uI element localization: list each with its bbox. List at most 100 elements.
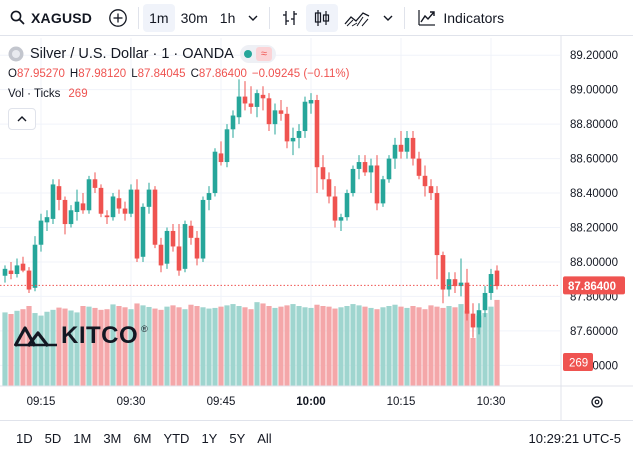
candle-body	[176, 246, 182, 271]
candle-body	[164, 230, 170, 264]
price-chart[interactable]: 89.20000 89.00000 88.80000 88.60000 88.40000…	[0, 36, 633, 420]
axis-settings-icon[interactable]	[591, 396, 603, 408]
volume-bar	[338, 307, 344, 386]
volume-bar	[92, 307, 98, 386]
chevron-down-icon	[248, 15, 258, 21]
chart-area[interactable]: 89.20000 89.00000 88.80000 88.60000 88.40000…	[0, 36, 633, 420]
range-1y-button[interactable]: 1Y	[201, 430, 218, 446]
chevron-up-icon	[17, 116, 27, 122]
compare-symbol-button[interactable]	[102, 4, 134, 32]
symbol-name: XAGUSD	[31, 9, 93, 26]
range-5d-button[interactable]: 5D	[44, 430, 62, 446]
candle-body	[398, 144, 404, 152]
volume-bar	[224, 305, 230, 386]
candle-body	[422, 175, 428, 187]
toolbar-divider	[269, 6, 271, 29]
current-volume-label: 269	[569, 358, 588, 370]
volume-bar	[230, 304, 236, 386]
candle-body	[386, 158, 392, 180]
candle-body	[404, 137, 410, 152]
area-style-button[interactable]	[338, 4, 376, 32]
volume-bar	[266, 306, 272, 386]
volume-bar	[470, 338, 476, 386]
volume-bar	[68, 310, 74, 386]
candles-style-button[interactable]	[306, 3, 339, 32]
candle-body	[218, 153, 224, 163]
range-1d-button[interactable]: 1D	[16, 430, 33, 446]
market-status-pill[interactable]: ≈	[239, 45, 276, 63]
volume-bar	[464, 310, 470, 386]
candle-body	[104, 215, 110, 218]
candle-body	[410, 137, 416, 159]
current-volume-badge	[563, 353, 593, 371]
volume-bar	[326, 306, 332, 386]
candle-body	[494, 270, 500, 287]
time-tick-label: 09:15	[27, 396, 56, 408]
candle-body	[338, 217, 344, 221]
kitco-logo-icon	[14, 326, 57, 347]
volume-bar	[134, 303, 140, 386]
volume-bar	[332, 308, 338, 386]
candle-body	[134, 189, 140, 259]
data-wave-icon: ≈	[255, 47, 272, 61]
candle-body	[464, 282, 470, 314]
change-value: −0.09245 (−0.11%)	[251, 68, 350, 80]
range-5y-button[interactable]: 5Y	[229, 430, 246, 446]
candle-body	[332, 196, 338, 221]
timeframe-1m-button[interactable]: 1m	[143, 3, 175, 32]
symbol-search[interactable]: XAGUSD	[0, 0, 102, 36]
candle-body	[212, 151, 218, 194]
volume-bar	[272, 307, 278, 386]
candle-body	[362, 162, 368, 173]
volume-bar	[14, 310, 20, 386]
volume-bar	[428, 305, 434, 386]
range-ytd-button[interactable]: YTD	[163, 430, 190, 446]
candle-body	[122, 208, 128, 214]
volume-bar	[368, 307, 374, 386]
candle-body	[38, 220, 44, 245]
candle-body	[20, 263, 26, 271]
volume-bar	[206, 308, 212, 386]
volume-bar	[248, 309, 254, 386]
bars-icon	[283, 10, 298, 25]
candle-body	[98, 187, 104, 214]
collapse-legend-button[interactable]	[8, 108, 36, 130]
kitco-watermark: KITCO ®	[14, 322, 148, 350]
chart-style-dropdown[interactable]	[376, 4, 400, 32]
price-tick-label: 88.00000	[570, 257, 618, 269]
timezone-clock[interactable]: 10:29:21 UTC-5	[528, 431, 622, 446]
candle-body	[2, 268, 8, 276]
current-price-badge	[563, 276, 625, 295]
volume-bar	[320, 306, 326, 386]
timeframe-30m-button[interactable]: 30m	[180, 9, 208, 26]
chart-legend: Silver / U.S. Dollar · 1 · OANDA ≈ O87.9…	[8, 44, 349, 102]
price-tick-label: 88.40000	[570, 188, 618, 200]
candle-body	[458, 282, 464, 287]
volume-bar	[356, 305, 362, 386]
volume-bar	[218, 306, 224, 386]
timeframe-1h-button[interactable]: 1h	[219, 9, 236, 26]
range-6m-button[interactable]: 6M	[133, 430, 152, 446]
bar-style-button[interactable]	[274, 4, 306, 32]
volume-bar	[440, 307, 446, 386]
time-tick-label: 10:15	[387, 396, 416, 408]
candle-body	[266, 98, 272, 125]
candle-body	[290, 137, 296, 142]
low-value: 87.84045	[137, 68, 186, 80]
range-1m-button[interactable]: 1M	[73, 430, 92, 446]
volume-bar	[398, 306, 404, 386]
timeframe-dropdown[interactable]	[241, 4, 265, 32]
volume-bar	[146, 306, 152, 386]
candle-body	[260, 94, 266, 99]
volume-bar	[80, 306, 86, 386]
range-all-button[interactable]: All	[257, 430, 272, 446]
volume-bar	[50, 309, 56, 386]
currency-pair-icon	[8, 46, 24, 62]
volume-bar	[392, 304, 398, 386]
candle-body	[374, 165, 380, 204]
range-3m-button[interactable]: 3M	[103, 430, 122, 446]
volume-label: Vol · Ticks	[8, 88, 61, 100]
toolbar-divider	[138, 6, 140, 29]
indicators-button[interactable]: Indicators	[409, 8, 512, 28]
candle-body	[476, 310, 482, 328]
